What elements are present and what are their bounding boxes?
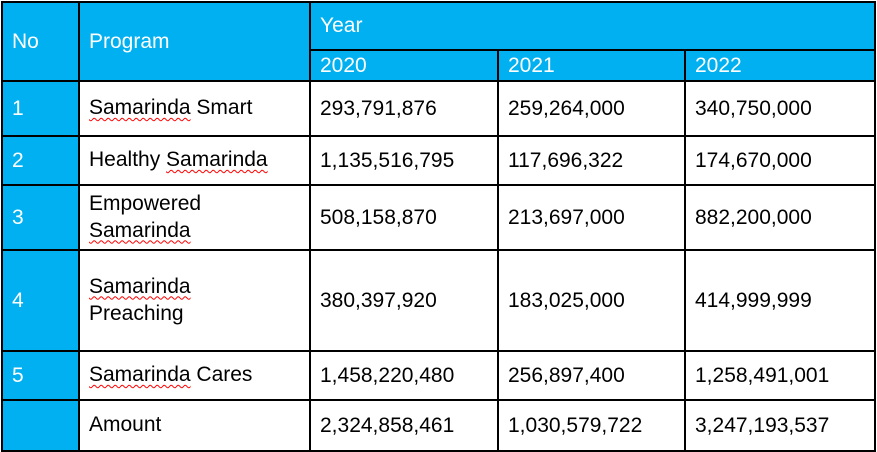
program-cell: Samarinda Cares xyxy=(78,350,311,401)
value-cell-2020: 1,458,220,480 xyxy=(309,350,499,401)
misspelled-word-underline: Samarinda xyxy=(89,274,191,298)
total-cell-2022: 3,247,193,537 xyxy=(683,399,877,452)
row-number-cell: 4 xyxy=(1,249,80,352)
table-row: 4 Samarinda Preaching 380,397,920 183,02… xyxy=(1,249,877,352)
total-cell-2021: 1,030,579,722 xyxy=(497,399,686,452)
value-cell-2021: 117,696,322 xyxy=(497,135,686,186)
value-cell-2020: 293,791,876 xyxy=(309,80,499,137)
value-cell-2020: 508,158,870 xyxy=(309,184,499,251)
program-text: Cares xyxy=(190,363,253,387)
value-cell-2021: 213,697,000 xyxy=(497,184,686,251)
row-number-cell: 5 xyxy=(1,350,80,401)
row-number-cell: 2 xyxy=(1,135,80,186)
program-text: Empowered xyxy=(89,191,202,215)
header-row-years: 2020 2021 2022 xyxy=(2,49,877,82)
table-row: 1 Samarinda Smart 293,791,876 259,264,00… xyxy=(1,80,877,137)
value-cell-2022: 414,999,999 xyxy=(683,249,877,352)
misspelled-word-underline: Samarinda xyxy=(89,363,191,387)
footer-empty-number-cell xyxy=(1,399,80,452)
header-row-year-group: No Program Year xyxy=(1,1,877,82)
col-header-year-group: Year xyxy=(308,1,877,51)
program-cell: Healthy Samarinda xyxy=(78,135,311,186)
value-cell-2021: 259,264,000 xyxy=(497,80,686,137)
value-cell-2022: 1,258,491,001 xyxy=(683,350,877,401)
col-header-2021: 2021 xyxy=(497,49,686,82)
program-cell: Samarinda Preaching xyxy=(78,249,311,352)
amount-label-cell: Amount xyxy=(78,399,311,452)
col-header-2022: 2022 xyxy=(683,49,877,82)
program-text: Preaching xyxy=(89,301,184,325)
table-row: 5 Samarinda Cares 1,458,220,480 256,897,… xyxy=(1,350,877,401)
total-cell-2020: 2,324,858,461 xyxy=(309,399,499,452)
program-cell: Empowered Samarinda xyxy=(78,184,311,251)
program-text: Healthy xyxy=(89,148,167,172)
value-cell-2021: 183,025,000 xyxy=(497,249,686,352)
col-header-2020: 2020 xyxy=(309,49,499,82)
misspelled-word-underline: Samarinda xyxy=(89,218,191,242)
value-cell-2020: 1,135,516,795 xyxy=(309,135,499,186)
program-cell: Samarinda Smart xyxy=(78,80,311,137)
value-cell-2021: 256,897,400 xyxy=(497,350,686,401)
value-cell-2020: 380,397,920 xyxy=(309,249,499,352)
row-number-cell: 1 xyxy=(1,80,80,137)
value-cell-2022: 340,750,000 xyxy=(683,80,877,137)
misspelled-word-underline: Samarinda xyxy=(89,96,191,120)
value-cell-2022: 174,670,000 xyxy=(683,135,877,186)
misspelled-word-underline: Samarinda xyxy=(166,148,268,172)
program-text: Smart xyxy=(190,96,253,120)
row-number-cell: 3 xyxy=(1,184,80,251)
value-cell-2022: 882,200,000 xyxy=(683,184,877,251)
table-row: 2 Healthy Samarinda 1,135,516,795 117,69… xyxy=(1,135,877,186)
col-header-no: No xyxy=(1,1,80,82)
footer-row: Amount 2,324,858,461 1,030,579,722 3,247… xyxy=(1,399,877,452)
table-row: 3 Empowered Samarinda 508,158,870 213,69… xyxy=(1,184,877,251)
col-header-program: Program xyxy=(78,1,311,82)
